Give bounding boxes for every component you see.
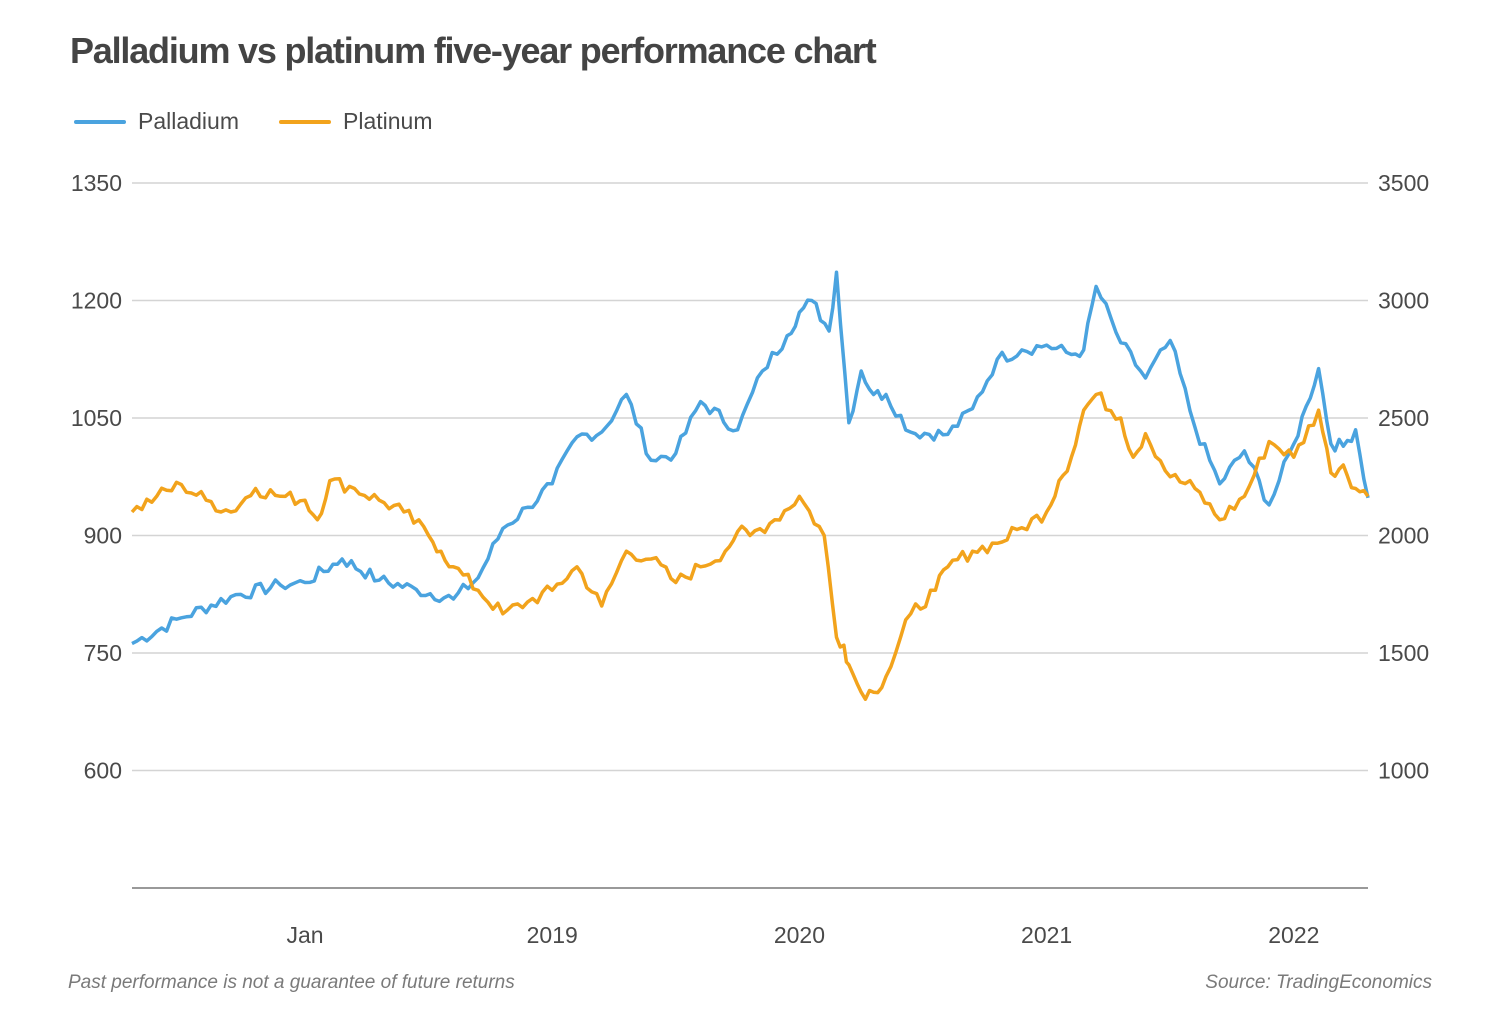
x-tick-label: 2022	[1268, 922, 1319, 948]
legend-item-platinum: Platinum	[279, 108, 432, 135]
left-axis-ticks: 600 750 900 1050 1200 1350	[71, 170, 122, 784]
x-tick-label: Jan	[286, 922, 323, 948]
x-tick-label: 2021	[1021, 922, 1072, 948]
left-tick-label: 1350	[71, 170, 122, 196]
left-tick-label: 1200	[71, 288, 122, 314]
x-tick-label: 2020	[774, 922, 825, 948]
series-line-palladium	[131, 270, 1370, 646]
legend-label-palladium: Palladium	[138, 108, 239, 134]
legend-swatch-platinum	[279, 119, 331, 124]
left-tick-label: 600	[84, 758, 122, 784]
left-tick-label: 750	[84, 640, 122, 666]
left-tick-label: 900	[84, 523, 122, 549]
legend-swatch-palladium	[74, 119, 126, 124]
left-tick-label: 1050	[71, 405, 122, 431]
right-axis-ticks: 1000 1500 2000 2500 3000 3500	[1378, 170, 1429, 784]
legend-item-palladium: Palladium	[74, 108, 239, 135]
x-axis-ticks: Jan 2019 2020 2021 2022	[286, 922, 1319, 948]
right-tick-label: 1000	[1378, 758, 1429, 784]
x-tick-label: 2019	[527, 922, 578, 948]
right-tick-label: 3500	[1378, 170, 1429, 196]
disclaimer-text: Past performance is not a guarantee of f…	[68, 972, 515, 993]
gridlines	[132, 182, 1368, 889]
right-tick-label: 1500	[1378, 640, 1429, 666]
series-lines	[130, 270, 1370, 701]
series-line-platinum	[130, 391, 1370, 701]
legend-label-platinum: Platinum	[343, 108, 433, 134]
right-tick-label: 2000	[1378, 523, 1429, 549]
source-text: Source: TradingEconomics	[1205, 972, 1432, 993]
right-tick-label: 3000	[1378, 288, 1429, 314]
legend: Palladium Platinum	[74, 108, 432, 135]
chart-title: Palladium vs platinum five-year performa…	[70, 30, 877, 71]
right-tick-label: 2500	[1378, 405, 1429, 431]
